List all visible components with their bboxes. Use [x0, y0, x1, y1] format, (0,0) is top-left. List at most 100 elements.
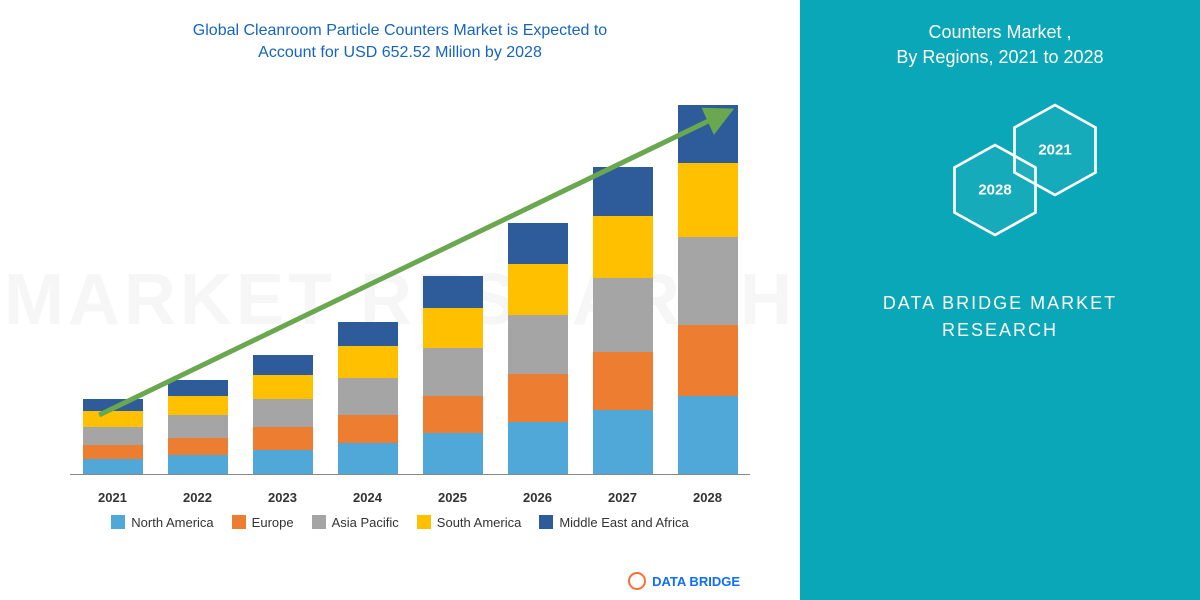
legend-item: North America — [111, 515, 213, 530]
bar — [338, 322, 398, 475]
x-axis-line — [70, 474, 750, 475]
x-axis-label: 2024 — [338, 490, 398, 505]
bar-segment — [593, 352, 653, 410]
bar-segment — [508, 374, 568, 422]
bar — [253, 355, 313, 475]
legend: North America Europe Asia Pacific South Ame… — [30, 515, 770, 530]
bar-segment — [168, 455, 228, 474]
hexagon-front-label: 2021 — [1038, 142, 1071, 159]
bar-segment — [253, 355, 313, 374]
bars-container — [70, 95, 750, 475]
right-panel-title: Counters Market , By Regions, 2021 to 20… — [820, 20, 1180, 70]
bar-segment — [593, 216, 653, 278]
bar — [508, 223, 568, 475]
bar-segment — [338, 346, 398, 378]
chart-title-line1: Global Cleanroom Particle Counters Marke… — [193, 22, 607, 39]
bar-segment — [508, 223, 568, 263]
x-axis-label: 2025 — [423, 490, 483, 505]
bar-segment — [83, 445, 143, 459]
legend-item: Middle East and Africa — [539, 515, 688, 530]
bar-segment — [168, 415, 228, 438]
bar-segment — [253, 375, 313, 400]
bar-segment — [168, 396, 228, 415]
bar-segment — [83, 427, 143, 445]
bar-segment — [508, 422, 568, 475]
x-axis-label: 2027 — [593, 490, 653, 505]
chart-title: Global Cleanroom Particle Counters Marke… — [30, 20, 770, 65]
legend-item: Asia Pacific — [312, 515, 399, 530]
bar-segment — [83, 459, 143, 475]
main-container: MARKET RESEARCH Global Cleanroom Particl… — [0, 0, 1200, 600]
legend-swatch — [111, 515, 125, 529]
bar-segment — [423, 348, 483, 396]
bar-segment — [678, 396, 738, 475]
bar-segment — [338, 443, 398, 475]
bar-group — [168, 380, 228, 475]
bar — [83, 399, 143, 475]
bar-segment — [678, 105, 738, 163]
legend-label: North America — [131, 515, 213, 530]
bar-group — [83, 399, 143, 475]
bar-group — [253, 355, 313, 475]
bar-segment — [423, 396, 483, 433]
bar-segment — [83, 399, 143, 411]
bar-group — [338, 322, 398, 475]
bar-segment — [678, 237, 738, 325]
x-axis-label: 2023 — [253, 490, 313, 505]
bar-segment — [508, 264, 568, 315]
footer-logo: DATA BRIDGE — [628, 572, 740, 590]
bar — [168, 380, 228, 475]
chart-panel: MARKET RESEARCH Global Cleanroom Particl… — [0, 0, 800, 600]
right-panel: Counters Market , By Regions, 2021 to 20… — [800, 0, 1200, 600]
legend-item: South America — [417, 515, 522, 530]
legend-label: Middle East and Africa — [559, 515, 688, 530]
bar-group — [423, 276, 483, 475]
x-axis-label: 2028 — [678, 490, 738, 505]
legend-label: Europe — [252, 515, 294, 530]
bar-segment — [593, 278, 653, 352]
hexagon-front: 2021 — [1010, 100, 1100, 200]
x-axis-label: 2021 — [83, 490, 143, 505]
chart-title-line2: Account for USD 652.52 Million by 2028 — [258, 44, 542, 61]
bar — [678, 105, 738, 475]
bar-segment — [423, 276, 483, 308]
legend-item: Europe — [232, 515, 294, 530]
chart-area: 2021 2022 2023 2024 2025 2026 2027 2028 — [70, 85, 750, 505]
brand-text: DATA BRIDGE MARKET RESEARCH — [820, 290, 1180, 344]
right-title-line2: By Regions, 2021 to 2028 — [896, 47, 1103, 67]
bar-segment — [253, 399, 313, 427]
brand-line2: RESEARCH — [942, 320, 1058, 340]
x-axis-label: 2026 — [508, 490, 568, 505]
footer-logo-icon — [628, 572, 646, 590]
legend-swatch — [417, 515, 431, 529]
legend-swatch — [312, 515, 326, 529]
bar-group — [678, 105, 738, 475]
bar-segment — [593, 410, 653, 475]
bar-group — [508, 223, 568, 475]
x-axis-label: 2022 — [168, 490, 228, 505]
bar-group — [593, 167, 653, 475]
bar-segment — [338, 378, 398, 415]
bar-segment — [168, 380, 228, 396]
brand-line1: DATA BRIDGE MARKET — [883, 293, 1117, 313]
hexagon-back-label: 2028 — [978, 182, 1011, 199]
bar-segment — [338, 415, 398, 443]
bar-segment — [678, 163, 738, 237]
x-axis-labels: 2021 2022 2023 2024 2025 2026 2027 2028 — [70, 490, 750, 505]
bar-segment — [253, 427, 313, 450]
legend-swatch — [232, 515, 246, 529]
bar-segment — [593, 167, 653, 216]
footer-logo-text: DATA BRIDGE — [652, 574, 740, 589]
bar-segment — [168, 438, 228, 456]
hexagon-group: 2028 2021 — [820, 100, 1180, 260]
bar-segment — [508, 315, 568, 375]
bar — [593, 167, 653, 475]
bar — [423, 276, 483, 475]
bar-segment — [338, 322, 398, 347]
bar-segment — [423, 308, 483, 348]
bar-segment — [423, 433, 483, 475]
legend-swatch — [539, 515, 553, 529]
legend-label: South America — [437, 515, 522, 530]
right-title-line1: Counters Market , — [928, 22, 1071, 42]
bar-segment — [253, 450, 313, 475]
